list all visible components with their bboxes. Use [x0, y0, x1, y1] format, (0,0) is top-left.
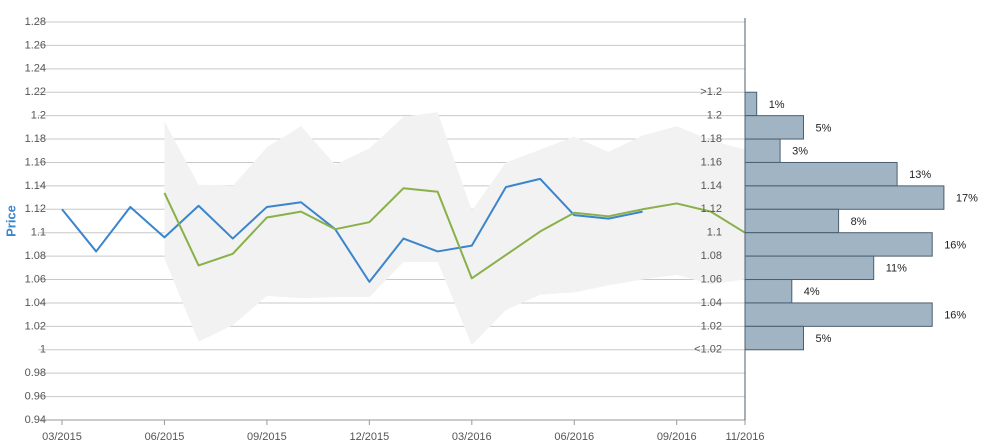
x-tick-label: 09/2015	[247, 431, 287, 443]
bar-value-label: 1%	[769, 99, 785, 111]
bin-edge-label: 1.04	[701, 297, 722, 309]
y-tick-label: 1.04	[25, 297, 46, 309]
bin-edge-label: 1.14	[701, 180, 722, 192]
line-series	[163, 187, 746, 280]
bin-edge-label: 1.02	[701, 320, 722, 332]
x-tick-label: 09/2016	[657, 431, 697, 443]
y-tick-label: 1	[40, 344, 46, 356]
bar-value-label: 5%	[816, 122, 832, 134]
bin-edge-label: <1.02	[694, 344, 722, 356]
histogram-bar	[744, 325, 804, 351]
x-tick-label: 06/2016	[554, 431, 594, 443]
y-tick-label: 1.16	[25, 156, 46, 168]
bin-edge-label: 1.08	[701, 250, 722, 262]
histogram-bar	[744, 161, 898, 187]
y-axis-label: Price	[3, 205, 18, 237]
bin-edge-label: >1.2	[700, 86, 722, 98]
y-tick-label: 1.22	[25, 86, 46, 98]
y-tick-label: 1.12	[25, 203, 46, 215]
line-series	[61, 177, 643, 283]
y-tick-label: 1.06	[25, 273, 46, 285]
bar-value-label: 16%	[944, 239, 966, 251]
x-tick-label: 03/2016	[452, 431, 492, 443]
bar-value-label: 5%	[816, 333, 832, 345]
y-tick-label: 1.18	[25, 133, 46, 145]
histogram-bar	[744, 302, 933, 327]
bar-value-label: 17%	[956, 192, 978, 204]
x-tick-label: 12/2015	[349, 431, 389, 443]
y-tick-label: 0.96	[25, 390, 46, 402]
histogram-bar	[744, 115, 804, 140]
y-tick-label: 1.28	[25, 16, 46, 28]
y-tick-label: 1.26	[25, 39, 46, 51]
histogram-bar	[744, 91, 758, 117]
bar-value-label: 11%	[886, 263, 907, 275]
bar-value-label: 8%	[851, 216, 867, 228]
histogram-bar	[744, 279, 793, 304]
bar-value-label: 4%	[804, 286, 820, 298]
histogram-bar	[744, 255, 875, 281]
x-tick-label: 06/2015	[145, 431, 185, 443]
bin-edge-label: 1.18	[701, 133, 722, 145]
histogram-bar	[744, 185, 945, 210]
y-tick-label: 1.24	[25, 63, 46, 75]
y-tick-label: 1.1	[31, 227, 46, 239]
y-tick-label: 1.14	[25, 180, 46, 192]
bar-value-label: 13%	[909, 169, 931, 181]
bin-edge-label: 1.16	[701, 156, 722, 168]
bin-edge-label: 1.12	[701, 203, 722, 215]
bin-edge-label: 1.2	[707, 110, 722, 122]
y-tick-label: 0.94	[25, 414, 46, 426]
histogram-bar	[744, 232, 933, 257]
bar-value-label: 3%	[792, 146, 808, 158]
bin-edge-label: 1.06	[701, 273, 722, 285]
histogram-bar	[744, 138, 781, 163]
x-tick-label: 11/2016	[726, 431, 765, 443]
range-band	[164, 112, 745, 346]
bin-edge-label: 1.1	[707, 227, 722, 239]
x-tick-label: 03/2015	[42, 431, 82, 443]
bar-value-label: 16%	[944, 310, 966, 322]
y-tick-label: 1.02	[25, 320, 46, 332]
histogram-bar	[744, 208, 840, 234]
y-tick-label: 1.08	[25, 250, 46, 262]
y-tick-label: 0.98	[25, 367, 46, 379]
y-tick-label: 1.2	[31, 110, 46, 122]
